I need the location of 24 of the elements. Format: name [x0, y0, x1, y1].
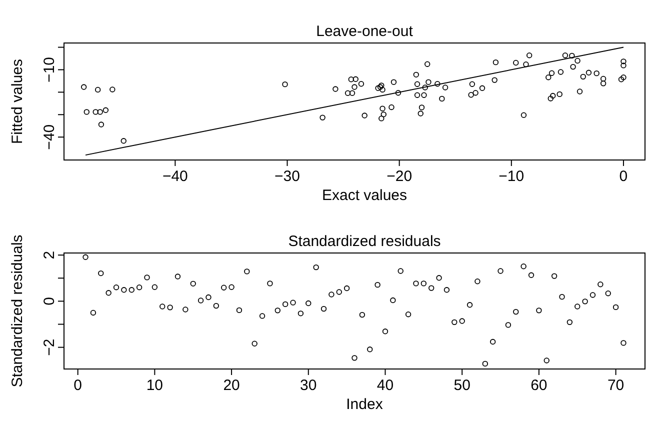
x-axis-title: Exact values	[322, 187, 408, 204]
x-tick-label: 20	[223, 377, 240, 394]
y-tick-label: −40	[41, 124, 58, 150]
x-tick-label: −10	[498, 168, 524, 185]
x-tick-label: 10	[146, 377, 164, 394]
y-axis-title: Standardized residuals	[9, 234, 26, 388]
x-tick-label: 60	[530, 377, 548, 394]
x-tick-label: 30	[300, 377, 317, 394]
x-tick-label: −40	[162, 168, 188, 185]
chart-title: Standardized residuals	[288, 233, 441, 250]
chart-title: Leave-one-out	[316, 23, 414, 40]
x-tick-label: 50	[454, 377, 470, 394]
x-tick-label: 70	[607, 377, 624, 394]
y-axis-title: Fitted values	[9, 58, 26, 144]
x-tick-label: −30	[274, 168, 300, 185]
y-tick-label: 2	[41, 250, 58, 260]
x-tick-label: 0	[619, 168, 628, 185]
y-tick-label: 0	[41, 297, 58, 306]
x-axis-title: Index	[346, 396, 384, 413]
x-tick-label: 0	[74, 377, 82, 394]
y-tick-label: −10	[41, 56, 58, 82]
y-tick-label: −2	[41, 338, 58, 356]
x-tick-label: −20	[386, 168, 412, 185]
x-tick-label: 40	[376, 377, 394, 394]
